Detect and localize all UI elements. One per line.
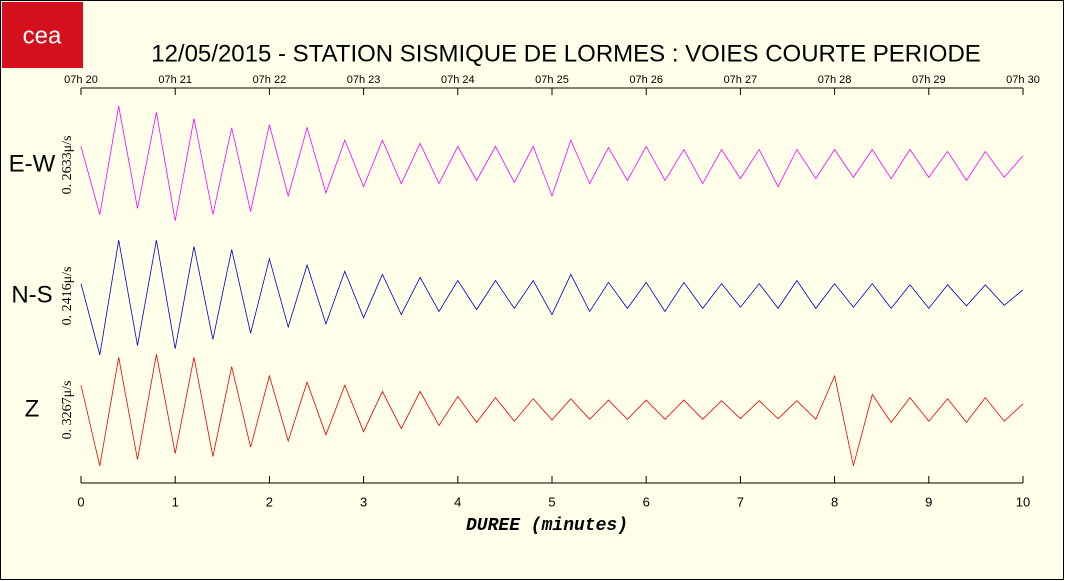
top-tick-label: 07h 21	[158, 74, 192, 86]
x-tick-label: 3	[360, 494, 367, 509]
channel-label: N-S	[11, 281, 52, 308]
x-tick-label: 8	[831, 494, 838, 509]
trace	[80, 106, 1024, 221]
logo-text: cea	[23, 22, 62, 49]
top-tick-label: 07h 23	[347, 74, 381, 86]
scale-label: 0. 2633μ/s	[60, 136, 75, 195]
x-tick-label: 10	[1016, 494, 1030, 509]
top-tick-label: 07h 24	[441, 74, 475, 86]
trace	[80, 354, 1024, 466]
top-tick-label: 07h 27	[724, 74, 758, 86]
x-tick-label: 5	[548, 494, 555, 509]
scale-label: 0. 3267μ/s	[60, 381, 75, 440]
x-tick-label: 4	[454, 494, 461, 509]
top-tick-label: 07h 29	[912, 74, 946, 86]
x-tick-label: 1	[172, 494, 179, 509]
scale-label: 0. 2416μ/s	[60, 267, 75, 326]
top-tick-label: 07h 30	[1006, 74, 1040, 86]
channel-label: Z	[25, 395, 40, 422]
x-tick-label: 2	[266, 494, 273, 509]
channel-label: E-W	[9, 150, 56, 177]
top-tick-label: 07h 28	[818, 74, 852, 86]
x-tick-label: 7	[737, 494, 744, 509]
trace	[80, 240, 1024, 356]
x-tick-label: 6	[643, 494, 650, 509]
top-tick-label: 07h 25	[535, 74, 569, 86]
x-tick-label: 0	[77, 494, 84, 509]
logo	[2, 2, 83, 68]
chart-title: 12/05/2015 - STATION SISMIQUE DE LORMES …	[151, 40, 981, 67]
x-tick-label: 9	[925, 494, 932, 509]
top-tick-label: 07h 22	[253, 74, 287, 86]
x-axis-label: DUREE (minutes)	[466, 516, 628, 536]
top-tick-label: 07h 20	[64, 74, 98, 86]
top-tick-label: 07h 26	[629, 74, 663, 86]
